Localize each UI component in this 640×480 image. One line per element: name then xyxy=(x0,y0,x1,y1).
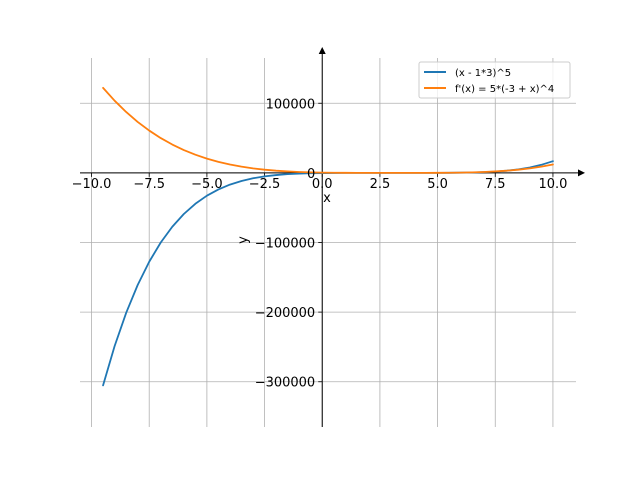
y-tick-label: −200000 xyxy=(255,306,316,321)
x-tick-label: 0.0 xyxy=(312,177,333,192)
grid xyxy=(80,58,576,427)
y-tick-label: 0 xyxy=(307,167,315,182)
x-tick-label: −2.5 xyxy=(249,177,281,192)
x-tick-label: 5.0 xyxy=(427,177,448,192)
x-tick-label: −10.0 xyxy=(72,177,112,192)
x-tick-label: 7.5 xyxy=(485,177,506,192)
x-axis-label: x xyxy=(323,191,331,206)
y-tick-label: −300000 xyxy=(255,376,316,391)
legend-label-series-1: (x - 1*3)^5 xyxy=(455,68,511,79)
legend-label-series-2: f'(x) = 5*(-3 + x)^4 xyxy=(455,84,554,95)
series-line-2 xyxy=(102,86,554,174)
series-lines xyxy=(102,86,554,387)
x-tick-label: 10.0 xyxy=(538,177,567,192)
tick-labels: −10.0 −7.5 −5.0 −2.5 0.0 2.5 5.0 7.5 10.0 100000 0… xyxy=(72,97,568,390)
y-axis-label: y xyxy=(236,236,251,244)
x-tick-label: −5.0 xyxy=(191,177,223,192)
y-tick-label: −100000 xyxy=(255,237,316,252)
x-tick-label: 2.5 xyxy=(370,177,391,192)
x-axis-arrowhead xyxy=(578,169,585,177)
y-tick-label: 100000 xyxy=(266,97,316,112)
y-axis-arrowhead xyxy=(318,47,326,54)
legend-box xyxy=(418,61,571,99)
legend: (x - 1*3)^5 f'(x) = 5*(-3 + x)^4 xyxy=(418,61,571,99)
axes xyxy=(80,47,585,427)
x-tick-label: −7.5 xyxy=(133,177,165,192)
